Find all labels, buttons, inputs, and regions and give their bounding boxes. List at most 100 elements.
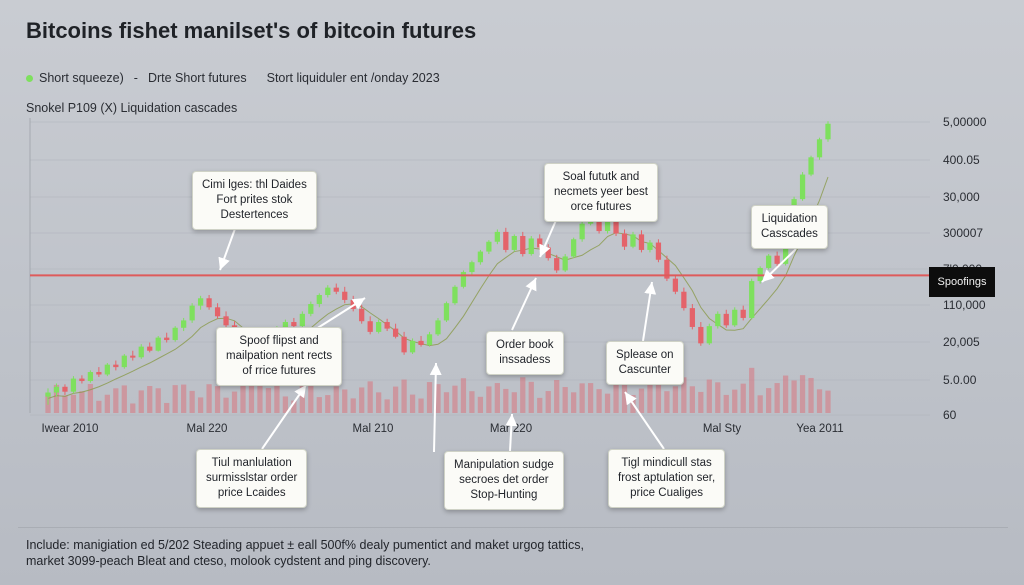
candle-body: [70, 378, 77, 392]
candle-body: [486, 241, 492, 252]
volume-bar: [147, 386, 153, 413]
volume-bar: [325, 395, 331, 413]
volume-bar: [460, 378, 467, 413]
candle-body: [121, 355, 127, 368]
volume-bar: [231, 391, 238, 413]
volume-bar: [376, 392, 382, 413]
volume-bar: [537, 397, 543, 413]
volume-bar: [359, 387, 365, 413]
x-tick-label: Mal Sty: [703, 423, 742, 435]
volume-bar: [816, 389, 823, 413]
volume-bar: [689, 386, 695, 413]
candle-body: [147, 346, 153, 351]
volume-bar: [350, 398, 356, 413]
candle-body: [138, 346, 144, 358]
candle-body: [172, 327, 178, 341]
price-tag: Spoofings: [929, 267, 995, 297]
candle-body: [104, 364, 110, 375]
candle-body: [367, 321, 373, 332]
volume-bar: [672, 386, 679, 413]
volume-bar: [282, 396, 289, 413]
annotation-arrow: [761, 248, 797, 283]
annotation-arrows: [218, 217, 797, 453]
volume-bar: [613, 379, 619, 413]
volume-bar: [409, 394, 416, 413]
candle-body: [621, 233, 628, 247]
candle-body: [477, 251, 484, 263]
volume-bar: [104, 394, 110, 413]
volume-bar: [791, 380, 797, 413]
candle-body: [698, 326, 704, 344]
volume-bar: [621, 382, 628, 413]
volume-bar: [206, 384, 212, 413]
volume-bar: [291, 400, 297, 413]
volume-bar: [494, 383, 500, 413]
volume-bar: [79, 391, 85, 413]
candle-body: [223, 316, 229, 326]
volume-bar: [316, 397, 322, 413]
volume-bar: [138, 390, 144, 413]
candle-body: [426, 334, 433, 345]
volume-bar: [53, 384, 60, 413]
volume-bar: [189, 390, 195, 413]
volume-bar: [808, 377, 814, 413]
annotation-box-2: Spoof flipst and mailpation nent rects o…: [216, 327, 343, 386]
candle-body: [401, 336, 407, 353]
candle-body: [749, 281, 755, 318]
volume-bar: [647, 383, 653, 413]
volume-bar: [545, 391, 551, 413]
x-tick-label: Yea 2011: [796, 423, 843, 435]
candle-body: [308, 304, 314, 314]
volume-bar: [401, 379, 407, 413]
volume-bar: [757, 395, 763, 413]
annotation-box-8: Splease on Cascunter: [606, 341, 684, 385]
candle-body: [799, 174, 806, 200]
volume-bar: [333, 386, 339, 413]
volume-bar: [443, 392, 450, 413]
y-tick-label: 5.0.00: [943, 373, 977, 387]
volume-bar: [240, 380, 246, 413]
candle-body: [376, 322, 382, 332]
volume-bar: [214, 386, 221, 413]
candle-body: [96, 372, 102, 375]
candle-body: [418, 340, 424, 345]
candle-body: [189, 305, 195, 321]
volume-bar: [257, 380, 263, 413]
candle-body: [316, 295, 322, 305]
annotation-box-1: Cimi lges: thl Daides Fort prites stok D…: [192, 171, 317, 230]
candle-body: [181, 320, 187, 328]
volume-bar: [749, 367, 755, 413]
candle-body: [816, 139, 823, 158]
candle-body: [503, 231, 509, 250]
candle-body: [689, 308, 695, 327]
moving-average-line: [47, 176, 829, 399]
annotation-arrow: [315, 297, 366, 330]
volume-bar: [571, 392, 577, 413]
volume-bar: [96, 400, 102, 413]
candle-body: [808, 157, 814, 175]
volume-bar: [706, 379, 712, 413]
volume-bar: [799, 375, 806, 413]
x-tick-label: Mal 220: [187, 423, 228, 435]
x-axis: Iwear 2010 Mal 220 Mal 210 Mar 220 Mal Sty Ye…: [42, 423, 844, 435]
volume-bar: [435, 384, 441, 413]
candle-body: [62, 386, 68, 392]
candle-body: [638, 234, 645, 250]
candle-body: [291, 322, 297, 327]
volume-bar: [469, 391, 475, 413]
candle-body: [333, 287, 339, 292]
candle-body: [732, 309, 738, 326]
y-tick-label: 300007: [943, 226, 983, 240]
volume-bar: [70, 394, 77, 413]
y-tick-label: 5,00000: [943, 115, 987, 129]
volume-bar: [172, 385, 178, 413]
gridlines: [29, 118, 930, 416]
volume-bar: [723, 394, 729, 413]
volume-bar: [477, 396, 484, 413]
volume-bar: [732, 389, 738, 413]
y-tick-label: 60: [943, 408, 957, 422]
volume-bar: [452, 385, 458, 413]
candle-body: [469, 262, 475, 273]
candle-body: [384, 322, 390, 329]
candle-body: [672, 278, 679, 292]
